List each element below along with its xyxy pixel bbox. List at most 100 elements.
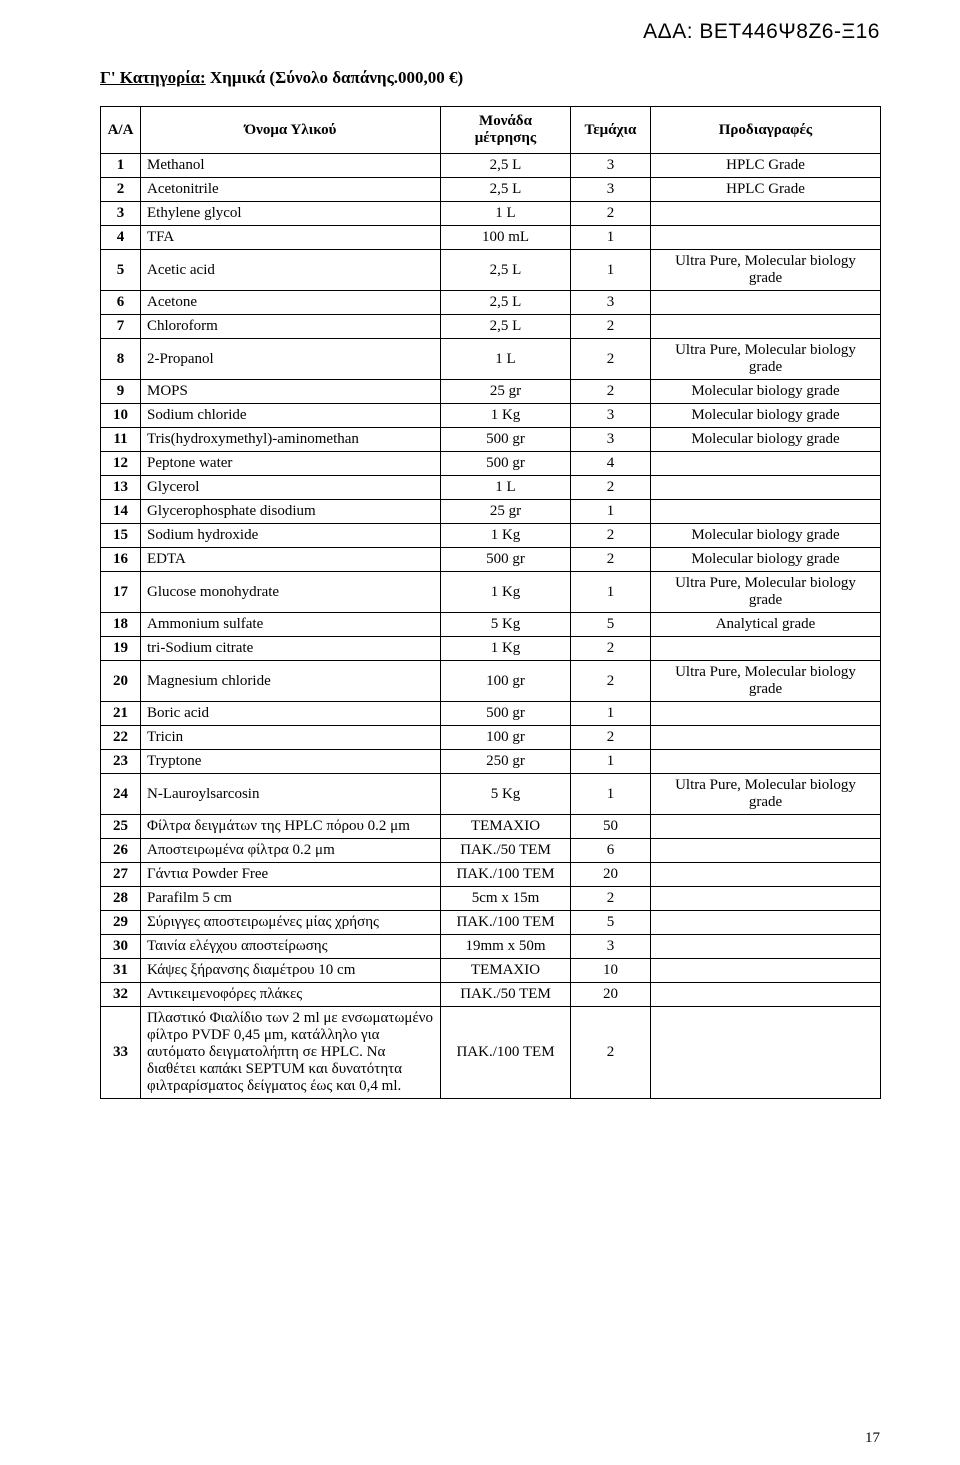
cell-unit: 5 Kg	[441, 613, 571, 637]
cell-qty: 20	[571, 863, 651, 887]
cell-unit: 1 L	[441, 476, 571, 500]
cell-unit: 1 Kg	[441, 404, 571, 428]
table-row: 13Glycerol1 L2	[101, 476, 881, 500]
cell-name: Ammonium sulfate	[141, 613, 441, 637]
cell-aa: 20	[101, 661, 141, 702]
table-row: 9MOPS25 gr2Molecular biology grade	[101, 380, 881, 404]
cell-unit: 5cm x 15m	[441, 887, 571, 911]
cell-qty: 20	[571, 983, 651, 1007]
cell-qty: 6	[571, 839, 651, 863]
cell-name: Parafilm 5 cm	[141, 887, 441, 911]
cell-aa: 12	[101, 452, 141, 476]
cell-qty: 1	[571, 750, 651, 774]
cell-qty: 1	[571, 774, 651, 815]
cell-unit: ΠΑΚ./100 ΤΕΜ	[441, 1007, 571, 1099]
cell-name: Ethylene glycol	[141, 202, 441, 226]
cell-unit: 25 gr	[441, 500, 571, 524]
table-row: 21Boric acid500 gr1	[101, 702, 881, 726]
cell-aa: 21	[101, 702, 141, 726]
cell-name: Methanol	[141, 154, 441, 178]
cell-spec	[651, 863, 881, 887]
cell-aa: 2	[101, 178, 141, 202]
cell-qty: 1	[571, 500, 651, 524]
cell-unit: 100 gr	[441, 661, 571, 702]
table-row: 2Acetonitrile2,5 L3HPLC Grade	[101, 178, 881, 202]
cell-spec: HPLC Grade	[651, 154, 881, 178]
cell-qty: 5	[571, 613, 651, 637]
cell-qty: 3	[571, 154, 651, 178]
cell-name: TFA	[141, 226, 441, 250]
table-row: 3Ethylene glycol1 L2	[101, 202, 881, 226]
cell-spec: Ultra Pure, Molecular biology grade	[651, 774, 881, 815]
cell-qty: 2	[571, 524, 651, 548]
cell-unit: 1 L	[441, 339, 571, 380]
cell-aa: 9	[101, 380, 141, 404]
cell-aa: 11	[101, 428, 141, 452]
cell-spec	[651, 839, 881, 863]
cell-spec	[651, 315, 881, 339]
cell-aa: 18	[101, 613, 141, 637]
cell-aa: 10	[101, 404, 141, 428]
table-row: 1Methanol2,5 L3HPLC Grade	[101, 154, 881, 178]
cell-aa: 7	[101, 315, 141, 339]
cell-unit: 2,5 L	[441, 178, 571, 202]
table-row: 7Chloroform2,5 L2	[101, 315, 881, 339]
cell-aa: 17	[101, 572, 141, 613]
cell-aa: 30	[101, 935, 141, 959]
cell-spec	[651, 750, 881, 774]
cell-name: Boric acid	[141, 702, 441, 726]
cell-spec	[651, 500, 881, 524]
table-row: 22Tricin100 gr2	[101, 726, 881, 750]
cell-unit: 100 gr	[441, 726, 571, 750]
cell-spec: Molecular biology grade	[651, 380, 881, 404]
cell-aa: 16	[101, 548, 141, 572]
cell-spec: Molecular biology grade	[651, 404, 881, 428]
cell-spec	[651, 637, 881, 661]
cell-qty: 3	[571, 178, 651, 202]
cell-qty: 50	[571, 815, 651, 839]
cell-qty: 2	[571, 661, 651, 702]
cell-aa: 22	[101, 726, 141, 750]
cell-name: Glycerophosphate disodium	[141, 500, 441, 524]
cell-qty: 1	[571, 572, 651, 613]
cell-qty: 5	[571, 911, 651, 935]
table-row: 11Tris(hydroxymethyl)-aminomethan500 gr3…	[101, 428, 881, 452]
cell-aa: 14	[101, 500, 141, 524]
cell-spec: HPLC Grade	[651, 178, 881, 202]
cell-aa: 13	[101, 476, 141, 500]
cell-spec	[651, 476, 881, 500]
cell-spec: Ultra Pure, Molecular biology grade	[651, 339, 881, 380]
section-title: Γ' Κατηγορία: Χημικά (Σύνολο δαπάνης.000…	[100, 68, 880, 88]
cell-spec	[651, 452, 881, 476]
cell-qty: 10	[571, 959, 651, 983]
cell-name: N-Lauroylsarcosin	[141, 774, 441, 815]
table-row: 6Acetone2,5 L3	[101, 291, 881, 315]
section-title-prefix: Γ' Κατηγορία:	[100, 68, 206, 87]
document-page: ΑΔΑ: ΒΕΤ446Ψ8Ζ6-Ξ16 Γ' Κατηγορία: Χημικά…	[0, 0, 960, 1465]
table-body: 1Methanol2,5 L3HPLC Grade2Acetonitrile2,…	[101, 154, 881, 1099]
col-unit: Μονάδα μέτρησης	[441, 107, 571, 154]
cell-aa: 31	[101, 959, 141, 983]
cell-name: MOPS	[141, 380, 441, 404]
cell-qty: 1	[571, 702, 651, 726]
cell-name: Ταινία ελέγχου αποστείρωσης	[141, 935, 441, 959]
cell-aa: 28	[101, 887, 141, 911]
cell-qty: 3	[571, 291, 651, 315]
table-row: 27Γάντια Powder FreeΠΑΚ./100 ΤΕΜ20	[101, 863, 881, 887]
cell-qty: 3	[571, 428, 651, 452]
cell-qty: 2	[571, 339, 651, 380]
cell-name: Magnesium chloride	[141, 661, 441, 702]
table-row: 28Parafilm 5 cm5cm x 15m2	[101, 887, 881, 911]
cell-unit: ΤΕΜΑΧΙΟ	[441, 815, 571, 839]
table-row: 14Glycerophosphate disodium25 gr1	[101, 500, 881, 524]
cell-name: Σύριγγες αποστειρωμένες μίας χρήσης	[141, 911, 441, 935]
cell-spec	[651, 935, 881, 959]
col-name: Όνομα Υλικού	[141, 107, 441, 154]
cell-spec: Ultra Pure, Molecular biology grade	[651, 661, 881, 702]
cell-unit: ΠΑΚ./50 ΤΕΜ	[441, 983, 571, 1007]
cell-unit: 5 Kg	[441, 774, 571, 815]
cell-name: Γάντια Powder Free	[141, 863, 441, 887]
cell-spec	[651, 291, 881, 315]
table-row: 32Αντικειμενοφόρες πλάκεςΠΑΚ./50 ΤΕΜ20	[101, 983, 881, 1007]
cell-qty: 4	[571, 452, 651, 476]
